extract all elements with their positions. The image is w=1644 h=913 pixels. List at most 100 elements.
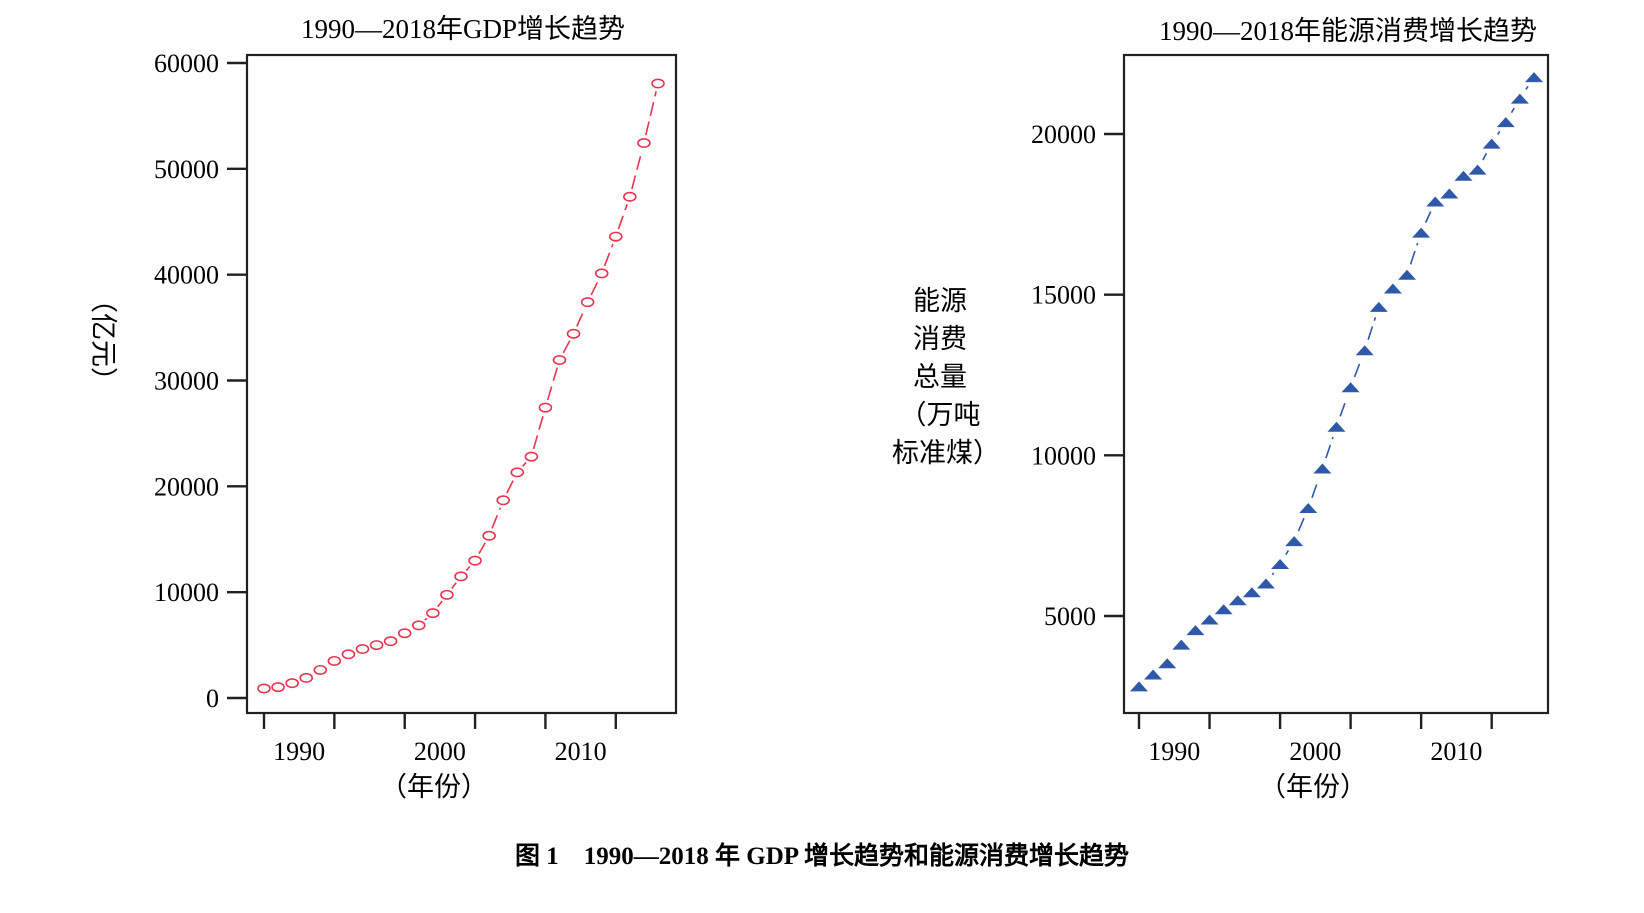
gdp-point-1997 [355,643,370,654]
energy-line-segment [1424,211,1432,223]
energy-point-2007 [1369,301,1388,312]
gdp-x-tick-label: 2000 [414,737,466,766]
energy-chart-title: 1990—2018年能源消费增长趋势 [1159,16,1537,46]
energy-point-2002 [1299,503,1318,514]
gdp-chart: 1990—2018年GDP增长趋势 0 10000 20000 30000 40000 5… [88,14,678,802]
energy-point-2011 [1426,196,1445,207]
gdp-point-2001 [411,620,426,631]
energy-plot-frame [1122,53,1550,715]
energy-y-tick-label: 10000 [1031,441,1096,470]
energy-y-axis-label: 能源 消费 总量 （万吨 标准煤） [892,286,1000,468]
gdp-point-1998 [369,640,384,651]
energy-point-2010 [1412,227,1431,238]
energy-series-markers [1130,72,1543,692]
energy-point-2006 [1355,345,1374,356]
energy-point-2009 [1398,269,1417,280]
gdp-series-line [424,91,657,621]
energy-point-1991 [1144,669,1163,680]
energy-line-segment [1482,152,1488,161]
energy-chart: 1990—2018年能源消费增长趋势 5000 10000 15000 20000 1… [892,16,1550,802]
gdp-y-tick-label: 50000 [154,155,219,184]
energy-xlabel: （年份） [1259,772,1367,802]
energy-y-tick-label: 5000 [1044,602,1096,631]
gdp-line-segment [562,340,571,354]
energy-x-tick-label: 2000 [1289,737,1341,766]
gdp-point-1991 [271,682,285,693]
energy-point-2013 [1454,170,1473,181]
energy-point-2012 [1440,188,1459,199]
energy-line-segment [1367,317,1377,341]
energy-point-1997 [1228,595,1247,606]
energy-point-2003 [1313,463,1332,474]
gdp-point-2005 [468,555,482,566]
gdp-line-segment [478,542,486,555]
gdp-y-tick-label: 40000 [154,261,219,290]
gdp-point-2000 [397,628,412,639]
gdp-series-markers [257,78,665,694]
energy-x-tick-label: 2010 [1430,737,1482,766]
energy-line-segment [1497,130,1501,135]
energy-line-segment [1271,572,1275,576]
gdp-x-tick-label: 1990 [273,737,325,766]
energy-point-1992 [1158,658,1177,669]
energy-point-2017 [1510,93,1529,104]
gdp-line-segment [546,367,559,401]
gdp-point-1992 [285,678,299,689]
energy-point-1995 [1200,614,1219,625]
gdp-ylabel-text: （亿元） [88,286,118,394]
gdp-point-2018 [651,78,665,89]
gdp-point-2003 [440,589,454,600]
gdp-line-segment [603,243,614,267]
energy-point-2001 [1285,536,1304,547]
gdp-point-1999 [383,636,398,647]
gdp-xlabel: （年份） [380,772,488,802]
gdp-point-1990 [257,683,271,694]
gdp-point-2011 [552,354,567,365]
energy-point-2014 [1468,164,1487,175]
energy-ylabel-line-5: 标准煤） [892,438,1000,468]
energy-line-segment [1353,360,1362,378]
gdp-line-segment [532,415,544,450]
gdp-line-segment [576,309,586,327]
energy-ylabel-line-1: 能源 [913,286,967,316]
gdp-point-2004 [454,571,468,582]
gdp-y-axis-label: （亿元） [88,286,118,394]
gdp-x-tick-label: 2010 [555,737,607,766]
gdp-line-segment [631,150,643,190]
energy-line-segment [1409,242,1419,265]
gdp-point-2013 [580,297,595,308]
gdp-point-2008 [510,467,525,478]
energy-line-segment [1297,517,1305,532]
gdp-point-1994 [313,664,328,675]
gdp-y-tick-label: 10000 [154,578,219,607]
energy-point-1993 [1172,639,1191,650]
energy-point-2008 [1383,283,1402,294]
gdp-point-2002 [426,608,440,619]
gdp-line-segment [590,280,599,296]
gdp-point-2017 [637,138,651,149]
energy-y-tick-label: 15000 [1031,281,1096,310]
energy-y-axis: 5000 10000 15000 20000 [1031,120,1124,631]
energy-series-line [1271,85,1529,576]
gdp-line-segment [424,617,428,621]
figure-caption: 图 1 1990—2018 年 GDP 增长趋势和能源消费增长趋势 [515,841,1129,870]
energy-y-tick-label: 20000 [1031,120,1096,149]
gdp-point-2007 [496,495,511,506]
energy-line-segment [1311,478,1320,498]
energy-point-2004 [1327,421,1346,432]
gdp-line-segment [644,91,657,136]
gdp-point-1995 [327,655,342,666]
energy-x-axis: 1990 2000 2010 [1137,713,1493,766]
gdp-line-segment [491,507,502,529]
gdp-line-segment [617,204,628,230]
energy-point-2016 [1496,117,1515,128]
energy-point-2018 [1525,72,1543,83]
energy-line-segment [1510,107,1515,114]
energy-ylabel-line-4: （万吨 [900,400,981,430]
energy-line-segment [1525,85,1529,90]
gdp-line-segment [522,462,527,467]
energy-line-segment [1325,436,1334,459]
energy-x-tick-label: 1990 [1148,737,1200,766]
gdp-y-tick-label: 30000 [154,367,219,396]
gdp-point-2006 [482,530,496,541]
